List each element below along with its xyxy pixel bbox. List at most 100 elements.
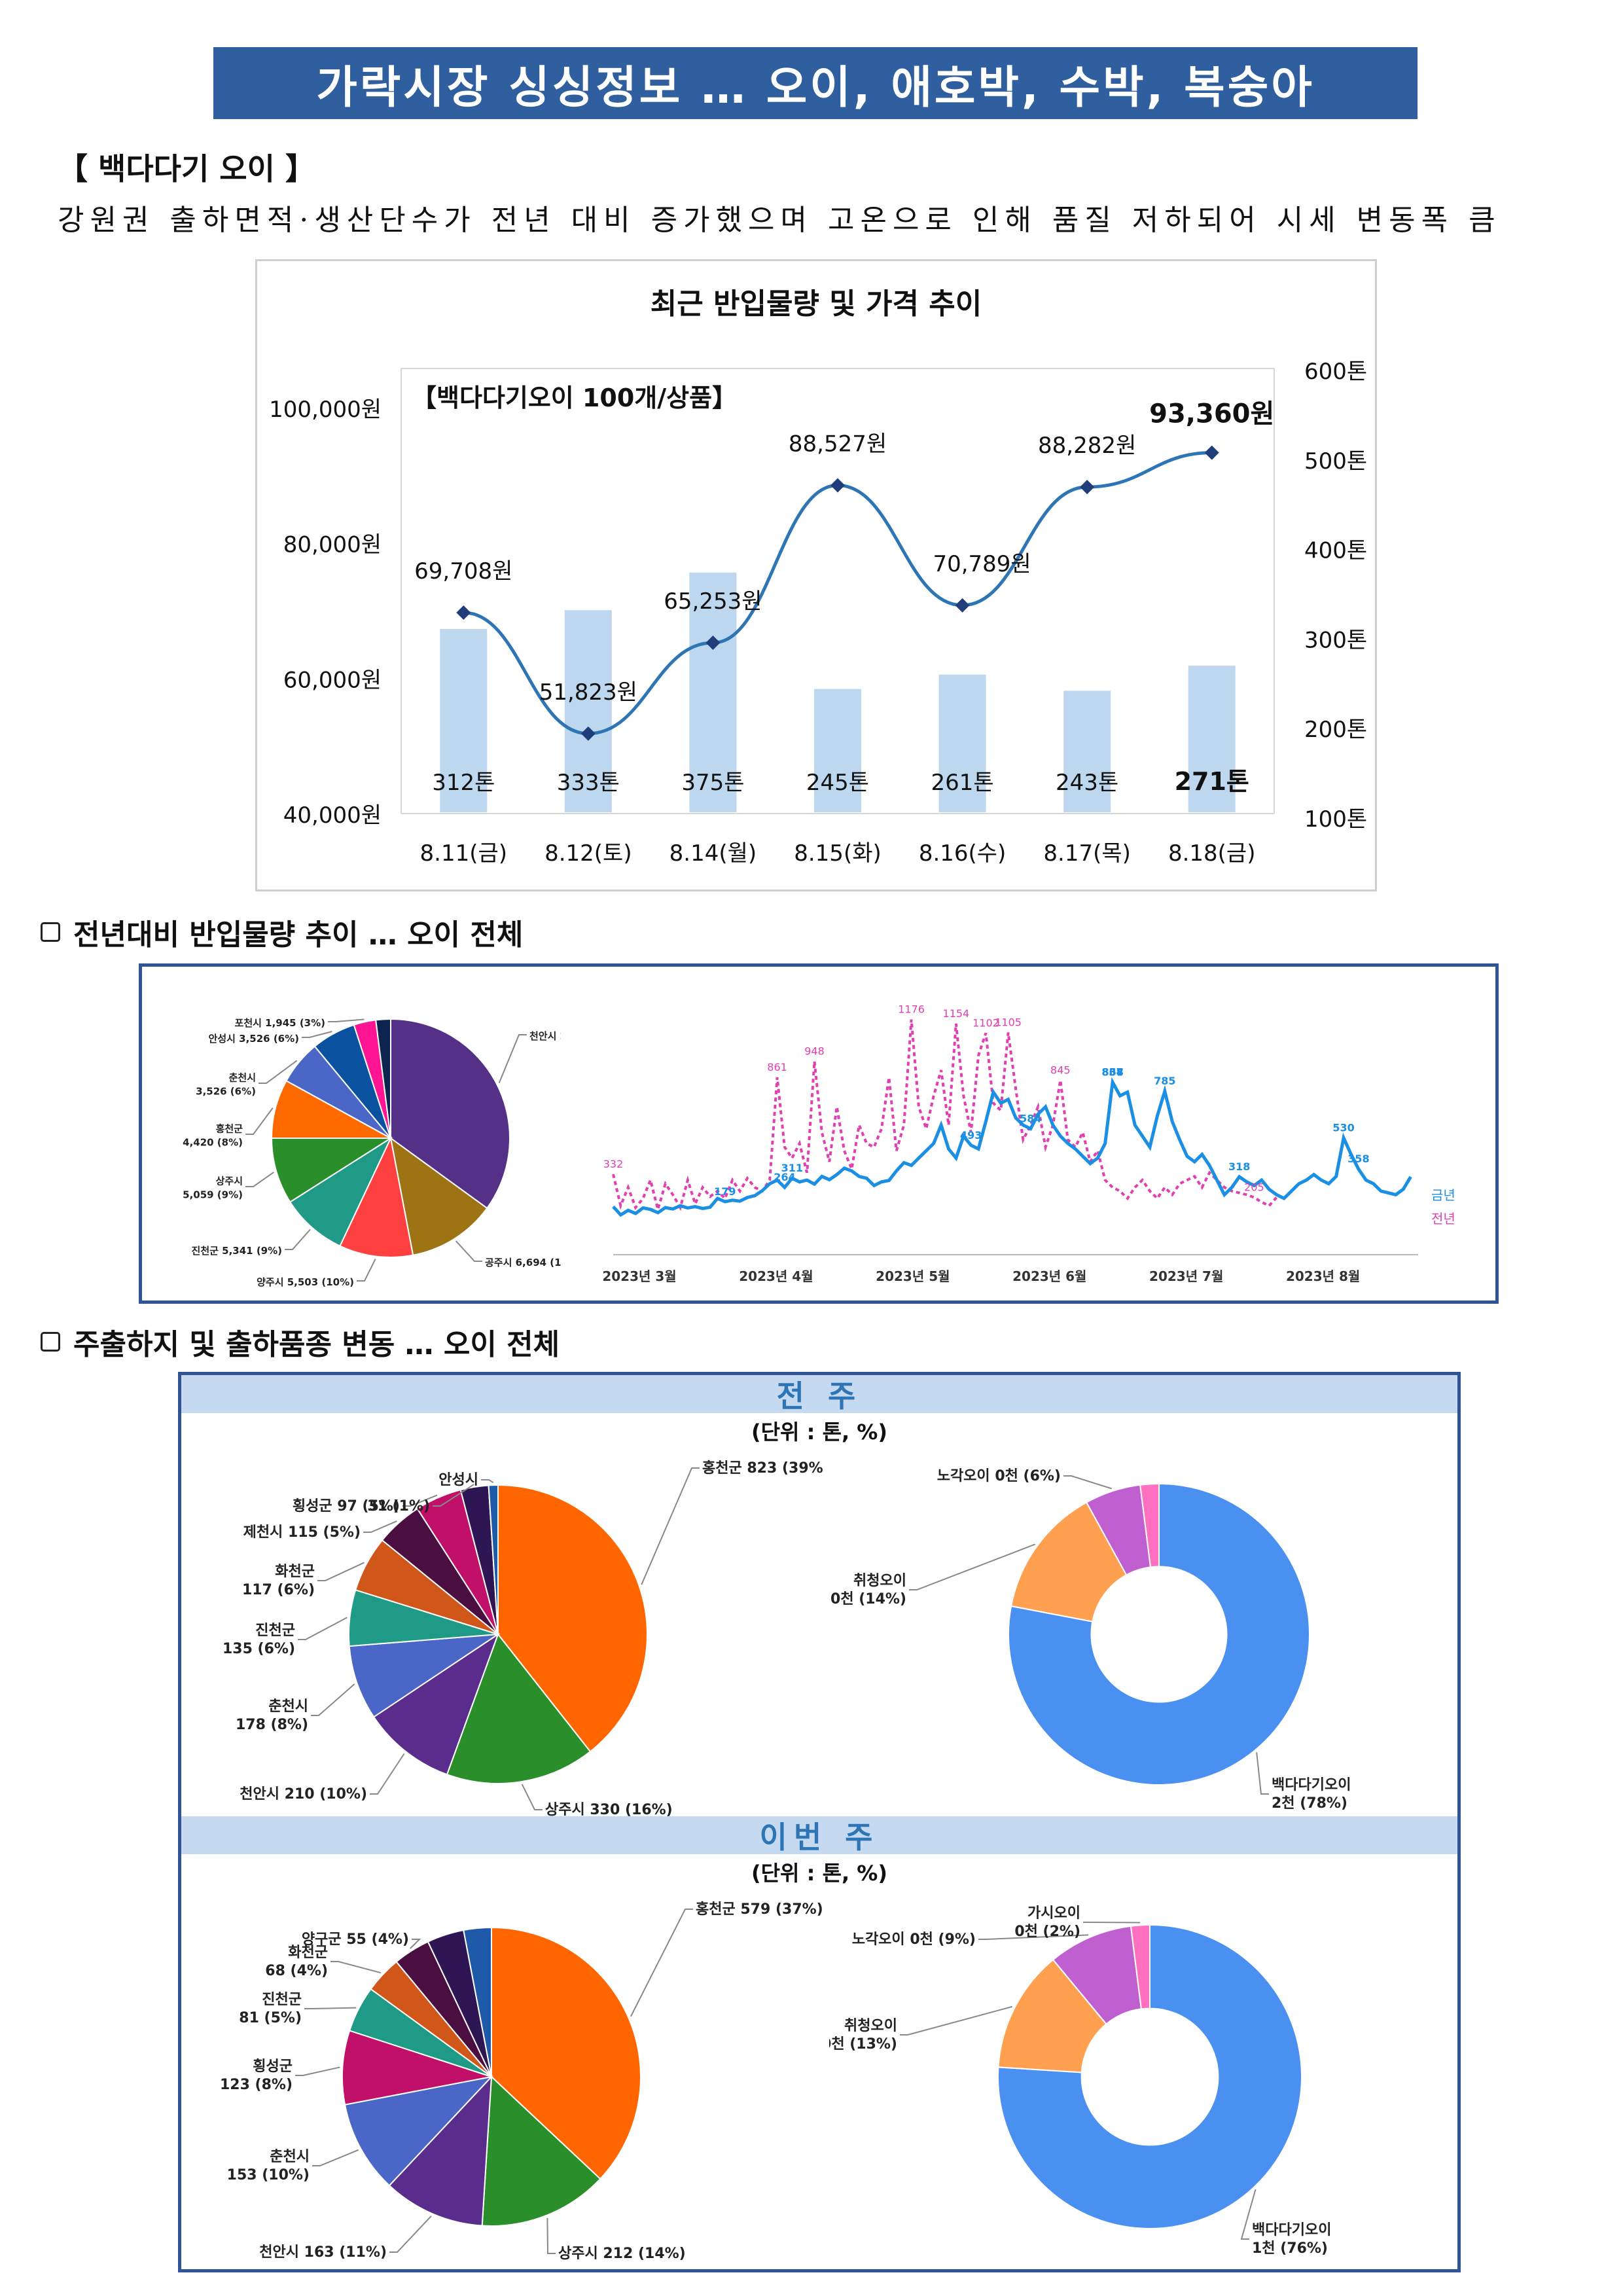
volume-bar bbox=[814, 689, 861, 812]
pie-slice-label: 2천 (78%) bbox=[1272, 1795, 1347, 1812]
pie-leader-line bbox=[909, 1543, 1036, 1590]
pie-slice bbox=[1139, 1482, 1160, 1568]
pie-slice-label: 화천군 bbox=[275, 1564, 315, 1580]
category-label: 8.12(토) bbox=[544, 840, 632, 867]
pie-leader-line bbox=[328, 1018, 365, 1022]
pie-slice bbox=[388, 2075, 493, 2227]
pie-leader-line bbox=[295, 2066, 340, 2076]
trend-data-label: 1176 bbox=[898, 1003, 925, 1016]
pie-slice-label: 123 (8%) bbox=[220, 2077, 293, 2093]
section-description: 강원권 출하면적·생산단수가 전년 대비 증가했으며 고온으로 인해 품질 저하… bbox=[58, 204, 1501, 237]
pie-slice-label: 117 (6%) bbox=[242, 1582, 315, 1598]
pie-slice-label: 가시오이 bbox=[1027, 1905, 1080, 1922]
pie-slice-label: 천안시 20,062 (35%) bbox=[529, 1030, 561, 1042]
trend-data-label: 867 bbox=[1101, 1066, 1123, 1078]
volume-trend-frame: 천안시 20,062 (35%) 공주시 6,694 (12%) 양주시 5,503… bbox=[139, 963, 1499, 1304]
pie-leader-line bbox=[285, 1229, 311, 1250]
line-this-year bbox=[612, 1077, 1412, 1217]
pie-leader-line bbox=[641, 1467, 700, 1585]
pie-leader-line bbox=[433, 1484, 474, 1507]
pie-slice-label: 양주시 5,503 (10%) bbox=[257, 1276, 354, 1288]
price-point bbox=[1080, 480, 1095, 495]
pie-slice-label: 홍천군 bbox=[216, 1123, 243, 1135]
pie-slice bbox=[1130, 1924, 1150, 2010]
trend-data-label: 332 bbox=[603, 1158, 624, 1170]
volume-bar-label: 243톤 bbox=[1056, 770, 1118, 796]
pie-slice-label: 0천 (13%) bbox=[829, 2036, 897, 2053]
category-label: 8.15(화) bbox=[794, 840, 882, 867]
pie-slice bbox=[488, 1484, 499, 1635]
legend-prev-year: 전년 bbox=[1431, 1211, 1455, 1227]
trend-x-label: 2023년 4월 bbox=[739, 1268, 813, 1284]
section-heading-volume-text: 전년대비 반입물량 추이 … 오이 전체 bbox=[73, 918, 524, 952]
pie-leader-line bbox=[481, 1479, 494, 1483]
pie-slice bbox=[339, 1136, 414, 1258]
price-point bbox=[830, 478, 845, 493]
trend-data-label: 948 bbox=[804, 1045, 825, 1058]
volume-bar bbox=[564, 610, 612, 812]
checkbox-square-icon bbox=[41, 922, 60, 942]
volume-bar-label: 375톤 bbox=[681, 770, 744, 796]
pie-slice bbox=[270, 1079, 391, 1139]
price-label: 69,708원 bbox=[414, 558, 512, 584]
volume-bar bbox=[689, 572, 737, 812]
price-label: 88,527원 bbox=[789, 431, 887, 457]
this-week-origin-pie: 홍천군 579 (37%) 상주시 212 (14%) 천안시 163 (11%) 춘… bbox=[220, 1901, 823, 2262]
volume-bar bbox=[1188, 666, 1236, 812]
category-label: 8.16(수) bbox=[919, 840, 1007, 867]
trend-data-label: 318 bbox=[1228, 1160, 1250, 1173]
prev-week-variety-donut: 백다다기오이 2천 (78%) 취청오이 0천 (14%) 노각오이 0천 (6%) bbox=[830, 1468, 1351, 1812]
pie-slice-label: 4,420 (8%) bbox=[183, 1137, 243, 1149]
pie-slice-label: 홍천군 823 (39%) bbox=[702, 1460, 823, 1477]
pie-leader-line bbox=[317, 1562, 365, 1581]
pie-slice bbox=[342, 2030, 492, 2106]
price-label: 93,360원 bbox=[1149, 399, 1274, 429]
pie-leader-line bbox=[311, 1683, 355, 1716]
volume-bar-label: 312톤 bbox=[432, 770, 495, 796]
price-volume-chart: 최근 반입물량 및 가격 추이 【백다다기오이 100개/상품】 40,000원… bbox=[269, 287, 1367, 867]
pie-slice bbox=[1010, 1501, 1128, 1623]
y-right-tick-label: 300톤 bbox=[1304, 627, 1367, 653]
pie-slice-label: 0천 (2%) bbox=[1014, 1924, 1080, 1940]
pie-leader-line bbox=[498, 1034, 527, 1083]
pie-slice-label: 진천군 5,341 (9%) bbox=[192, 1245, 282, 1257]
y-left-tick-label: 80,000원 bbox=[283, 532, 382, 558]
pie-slice-label: 양구군 55 (4%) bbox=[302, 1931, 409, 1948]
trend-data-label: 530 bbox=[1332, 1122, 1354, 1134]
pie-slice-label: 상주시 bbox=[216, 1175, 243, 1187]
trend-data-label: 785 bbox=[1154, 1075, 1175, 1087]
pie-leader-line bbox=[409, 1939, 421, 1949]
pie-slice-label: 81 (5%) bbox=[239, 2010, 302, 2026]
pie-slice bbox=[497, 1484, 648, 1753]
pie-leader-line bbox=[1256, 1752, 1269, 1795]
pie-slice-label: 춘천시 bbox=[229, 1072, 256, 1084]
price-label: 51,823원 bbox=[539, 679, 637, 706]
trend-x-label: 2023년 8월 bbox=[1286, 1268, 1360, 1284]
pie-slice-label: 천안시 210 (10%) bbox=[240, 1786, 367, 1803]
pie-leader-line bbox=[259, 1060, 298, 1084]
pie-slice-label: 상주시 330 (16%) bbox=[545, 1802, 673, 1818]
pie-leader-line bbox=[1063, 1475, 1112, 1490]
trend-data-label: 1102 bbox=[972, 1016, 999, 1029]
pie-slice bbox=[997, 1924, 1302, 2229]
region-share-pie: 천안시 20,062 (35%) 공주시 6,694 (12%) 양주시 5,503… bbox=[183, 1017, 561, 1288]
trend-data-label: 834 bbox=[1101, 1066, 1123, 1078]
pie-leader-line bbox=[402, 1494, 438, 1507]
price-point bbox=[705, 636, 721, 651]
pie-slice-label: 68 (4%) bbox=[265, 1963, 328, 1979]
pie-slice bbox=[348, 1633, 501, 1718]
pie-slice-label: 178 (8%) bbox=[236, 1717, 308, 1733]
trend-data-label: 493 bbox=[960, 1129, 982, 1141]
pie-leader-line bbox=[245, 1172, 274, 1187]
pie-slice-label: 천안시 163 (11%) bbox=[259, 2244, 387, 2261]
pie-leader-line bbox=[389, 2215, 432, 2253]
pie-slice-label: 153 (10%) bbox=[227, 2167, 310, 2183]
category-label: 8.14(월) bbox=[669, 840, 757, 867]
pie-slice-label: 노각오이 0천 (9%) bbox=[852, 1931, 976, 1948]
trend-x-label: 2023년 3월 bbox=[602, 1268, 676, 1284]
legend-this-year: 금년 bbox=[1431, 1187, 1455, 1203]
pie-leader-line bbox=[630, 1909, 693, 2017]
category-label: 8.11(금) bbox=[420, 840, 508, 867]
price-label: 65,253원 bbox=[664, 588, 762, 615]
